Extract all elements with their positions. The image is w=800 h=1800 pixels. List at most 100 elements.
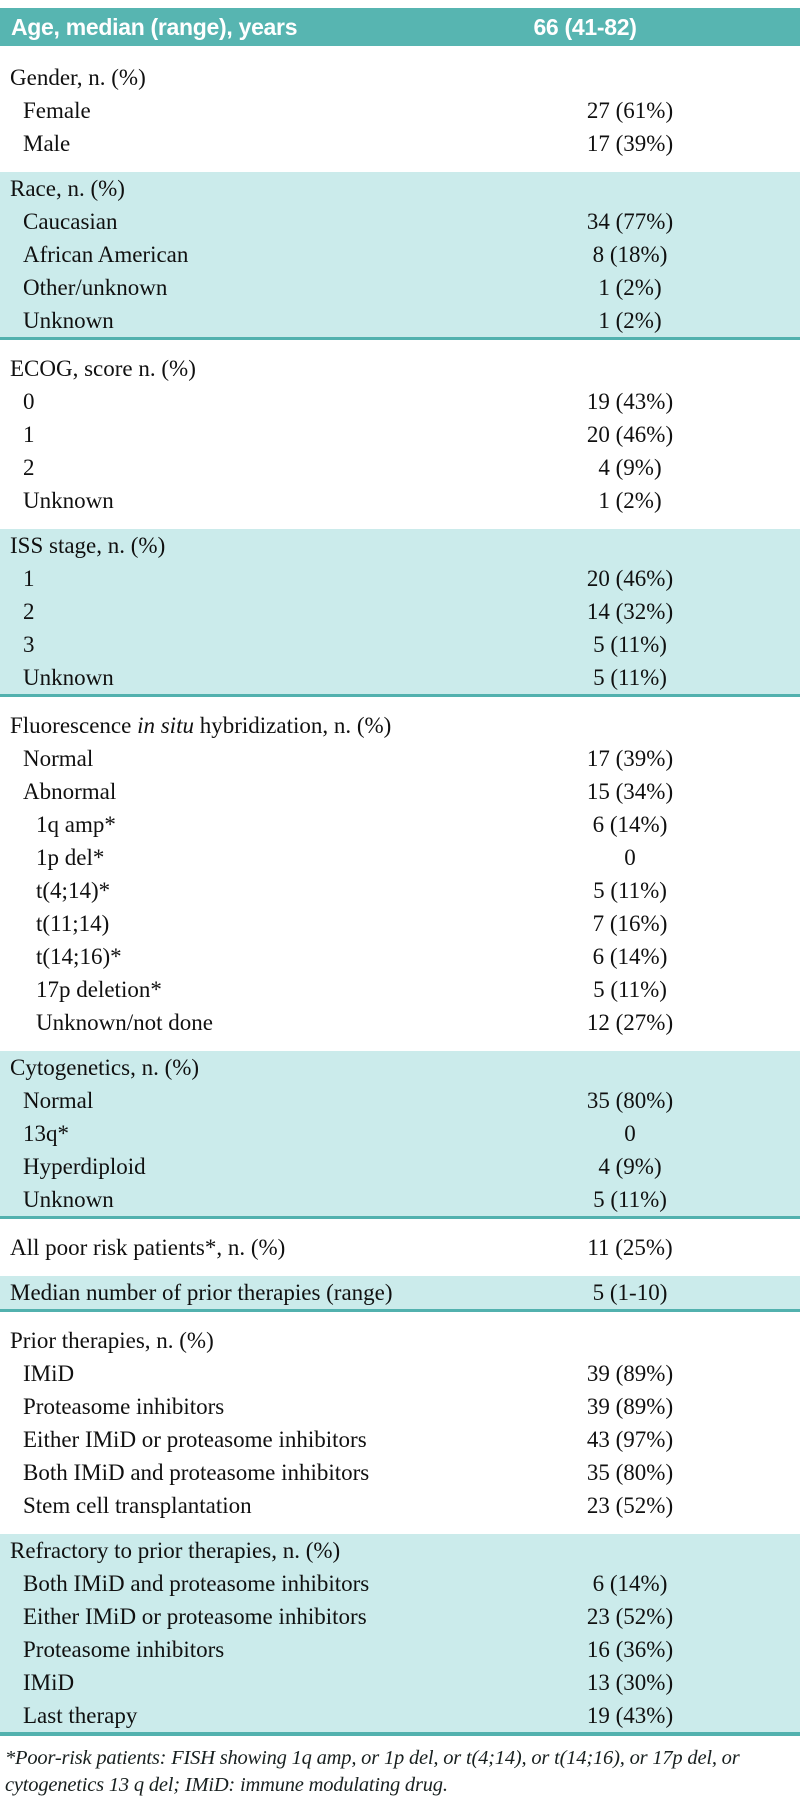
row-item-label: 2	[23, 455, 35, 480]
row-item-label: Proteasome inhibitors	[23, 1394, 225, 1419]
row-value: 11 (25%)	[587, 1235, 673, 1260]
row-category-label: Median number of prior therapies (range)	[10, 1280, 393, 1305]
table-row: 17p deletion* 5 (11%)	[0, 973, 800, 1006]
table-section: ISS stage, n. (%) 1 20 (46%) 2 14 (32%) 3 5 (1…	[0, 529, 800, 697]
row-item-label: 1p del*	[36, 845, 105, 870]
row-value: 5 (11%)	[593, 977, 667, 1002]
table-row: Either IMiD or proteasome inhibitors 23 (…	[0, 1600, 800, 1633]
table-footnote: *Poor-risk patients: FISH showing 1q amp…	[5, 1747, 740, 1796]
table-row: All poor risk patients*, n. (%) 11 (25%)	[0, 1231, 800, 1264]
table-row: t(11;14) 7 (16%)	[0, 907, 800, 940]
table-row: 13q* 0	[0, 1117, 800, 1150]
table-row: Cytogenetics, n. (%)	[0, 1051, 800, 1084]
row-value: 5 (11%)	[593, 878, 667, 903]
table-row: 1q amp* 6 (14%)	[0, 808, 800, 841]
row-value: 14 (32%)	[586, 599, 674, 624]
header-value: 66 (41-82)	[533, 13, 637, 40]
table-row: Male 17 (39%)	[0, 127, 800, 160]
row-value: 19 (43%)	[586, 389, 674, 414]
row-value: 0	[624, 845, 636, 870]
row-item-label: Unknown/not done	[36, 1010, 213, 1035]
row-value: 16 (36%)	[586, 1637, 674, 1662]
row-value: 0	[624, 1121, 636, 1146]
table-row: Both IMiD and proteasome inhibitors 6 (14…	[0, 1567, 800, 1600]
row-item-label: Normal	[23, 1088, 94, 1113]
row-value: 34 (77%)	[586, 209, 674, 234]
row-item-label: Other/unknown	[23, 275, 168, 300]
table-row: Both IMiD and proteasome inhibitors 35 (8…	[0, 1456, 800, 1489]
row-category-label: ISS stage, n. (%)	[10, 533, 166, 558]
row-item-label: Both IMiD and proteasome inhibitors	[23, 1571, 370, 1596]
row-item-label: Stem cell transplantation	[23, 1493, 252, 1518]
row-category-label: Cytogenetics, n. (%)	[10, 1055, 200, 1080]
row-item-label: 0	[23, 389, 35, 414]
row-value: 4 (9%)	[598, 1154, 662, 1179]
row-value: 23 (52%)	[586, 1604, 674, 1629]
row-value: 5 (11%)	[593, 665, 667, 690]
row-item-label: Hyperdiploid	[23, 1154, 146, 1179]
table-row: Unknown 5 (11%)	[0, 661, 800, 694]
row-category-label: Refractory to prior therapies, n. (%)	[10, 1538, 341, 1563]
row-category-label: Prior therapies, n. (%)	[10, 1328, 214, 1353]
table-row: 3 5 (11%)	[0, 628, 800, 661]
row-value: 6 (14%)	[592, 944, 668, 969]
table-row: Caucasian 34 (77%)	[0, 205, 800, 238]
row-item-label: Normal	[23, 746, 94, 771]
table-header-row: Age, median (range), years 66 (41-82)	[0, 8, 800, 46]
row-value: 8 (18%)	[592, 242, 668, 267]
row-value: 1 (2%)	[598, 488, 662, 513]
row-value: 6 (14%)	[592, 812, 668, 837]
table-row: Median number of prior therapies (range)…	[0, 1276, 800, 1309]
row-value: 23 (52%)	[586, 1493, 674, 1518]
row-value: 35 (80%)	[586, 1088, 674, 1113]
row-value: 17 (39%)	[586, 131, 674, 156]
table-row: Prior therapies, n. (%)	[0, 1324, 800, 1357]
row-value: 4 (9%)	[598, 455, 662, 480]
row-value: 13 (30%)	[586, 1670, 674, 1695]
row-item-label: IMiD	[23, 1361, 75, 1386]
row-item-label: 2	[23, 599, 35, 624]
table-section: ECOG, score n. (%) 0 19 (43%) 1 20 (46%) 2 4 (…	[0, 352, 800, 517]
table-row: Hyperdiploid 4 (9%)	[0, 1150, 800, 1183]
table-row: Unknown 1 (2%)	[0, 484, 800, 517]
table-row: t(14;16)* 6 (14%)	[0, 940, 800, 973]
row-item-label: Female	[23, 98, 91, 123]
table-row: 2 14 (32%)	[0, 595, 800, 628]
row-value: 19 (43%)	[586, 1703, 674, 1728]
row-category-label: Fluorescence in situ hybridization, n. (…	[0, 709, 545, 742]
row-item-label: Proteasome inhibitors	[23, 1637, 225, 1662]
table-section: Cytogenetics, n. (%) Normal 35 (80%) 13q* 0 H…	[0, 1051, 800, 1219]
table-row: 2 4 (9%)	[0, 451, 800, 484]
table-row: Stem cell transplantation 23 (52%)	[0, 1489, 800, 1522]
table-section: Refractory to prior therapies, n. (%) Bot…	[0, 1534, 800, 1736]
row-value: 27 (61%)	[586, 98, 674, 123]
row-item-label: Caucasian	[23, 209, 118, 234]
table-row: Normal 17 (39%)	[0, 742, 800, 775]
row-item-label: Either IMiD or proteasome inhibitors	[23, 1427, 367, 1452]
row-item-label: Last therapy	[23, 1703, 138, 1728]
row-value: 1 (2%)	[598, 308, 662, 333]
row-value: 39 (89%)	[586, 1361, 674, 1386]
row-value: 20 (46%)	[586, 566, 674, 591]
row-value: 6 (14%)	[592, 1571, 668, 1596]
row-value: 7 (16%)	[592, 911, 668, 936]
row-item-label: Unknown	[23, 308, 114, 333]
table-row: IMiD 13 (30%)	[0, 1666, 800, 1699]
row-category-label: Race, n. (%)	[10, 176, 125, 201]
row-item-label: Both IMiD and proteasome inhibitors	[23, 1460, 370, 1485]
table-row: Race, n. (%)	[0, 172, 800, 205]
table-row: Unknown 5 (11%)	[0, 1183, 800, 1216]
table-row: Gender, n. (%)	[0, 61, 800, 94]
table-row: IMiD 39 (89%)	[0, 1357, 800, 1390]
table-row: Last therapy 19 (43%)	[0, 1699, 800, 1732]
row-value: 12 (27%)	[586, 1010, 674, 1035]
table-row: African American 8 (18%)	[0, 238, 800, 271]
row-value: 5 (11%)	[593, 632, 667, 657]
label-segment: hybridization, n. (%)	[193, 713, 392, 738]
row-value: 17 (39%)	[586, 746, 674, 771]
row-item-label: 3	[23, 632, 35, 657]
row-item-label: Abnormal	[23, 779, 117, 804]
table-section: Race, n. (%) Caucasian 34 (77%) African Ame…	[0, 172, 800, 340]
row-item-label: IMiD	[23, 1670, 75, 1695]
